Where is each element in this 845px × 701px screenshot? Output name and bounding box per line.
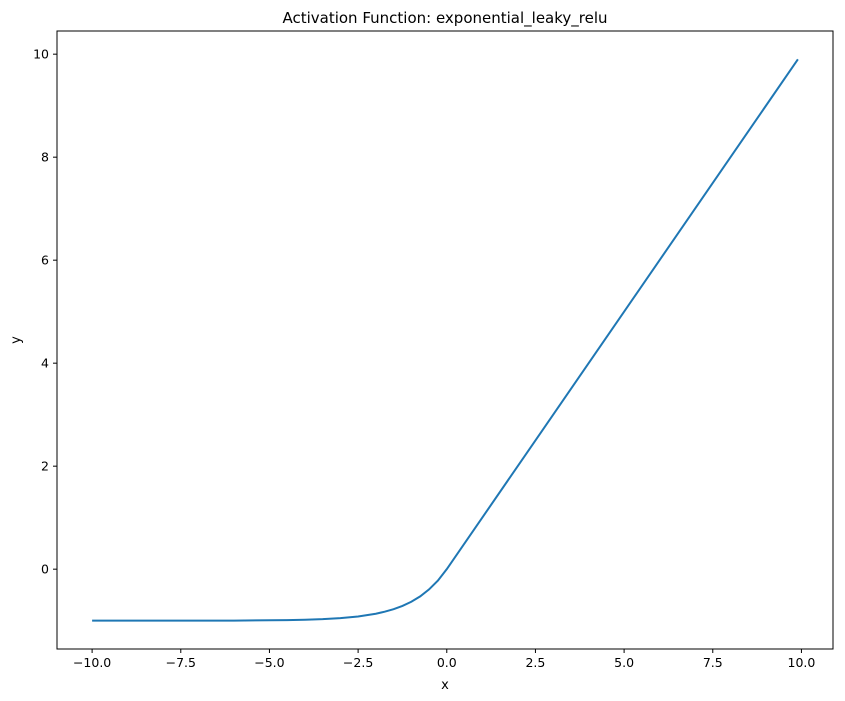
y-tick-label: 6 [41,253,49,268]
plot-frame [56,30,834,650]
y-tick-label: 2 [41,459,49,474]
x-tick-label: −5.0 [254,655,284,670]
x-tick-label: −7.5 [166,655,196,670]
x-axis-label: x [441,678,449,693]
series-line [92,58,799,622]
x-tick-label: −10.0 [73,655,111,670]
y-axis-label: y [9,336,24,344]
x-axis-ticks: −10.0 −7.5 −5.0 −2.5 0.0 2.5 5.0 7.5 10.0 [73,649,815,670]
y-tick-label: 8 [41,150,49,165]
y-tick-label: 4 [41,356,49,371]
chart-title: Activation Function: exponential_leaky_r… [282,9,607,28]
y-axis-ticks: 0 2 4 6 8 10 [33,47,57,577]
y-tick-label: 10 [33,47,49,62]
x-tick-label: 10.0 [788,655,816,670]
y-tick-label: 0 [41,562,49,577]
x-tick-label: −2.5 [343,655,373,670]
x-tick-label: 7.5 [703,655,723,670]
x-tick-label: 2.5 [525,655,545,670]
x-tick-label: 5.0 [614,655,634,670]
x-tick-label: 0.0 [437,655,457,670]
